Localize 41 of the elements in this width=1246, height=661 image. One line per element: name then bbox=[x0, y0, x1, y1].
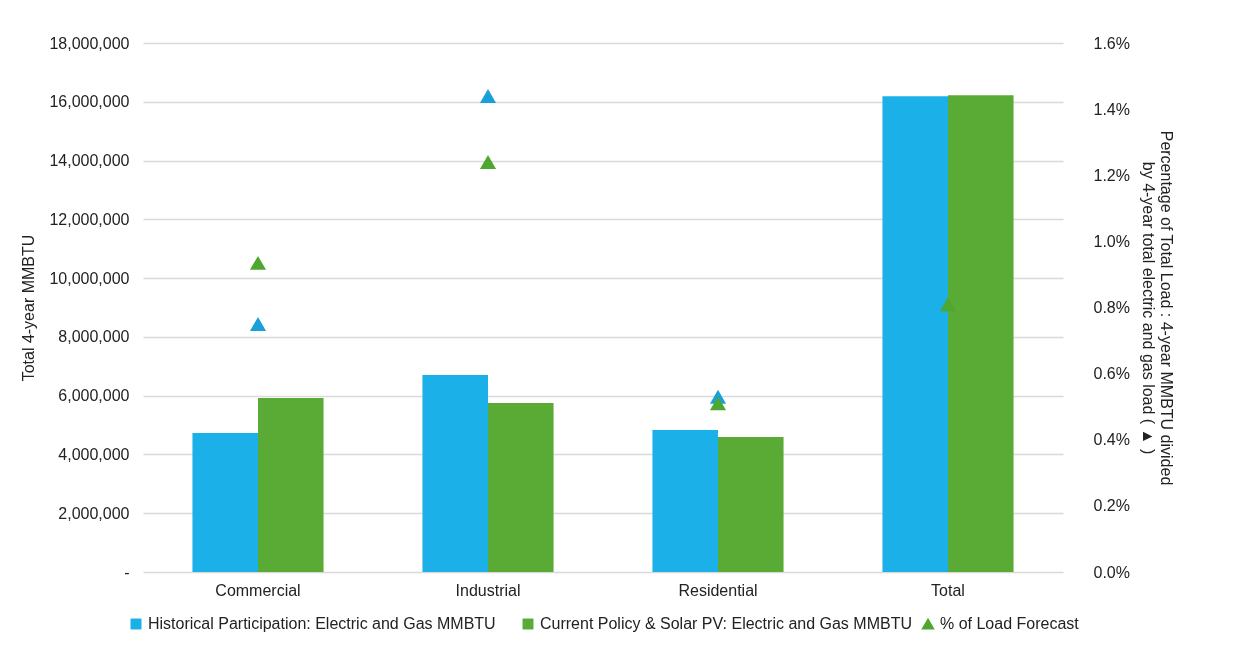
x-tick-label: Industrial bbox=[455, 581, 521, 599]
legend-label: Current Policy & Solar PV: Electric and Gas MMBTU bbox=[540, 615, 912, 632]
y-tick-label: 6,000,000 bbox=[58, 387, 130, 405]
x-tick-label: Residential bbox=[678, 581, 758, 599]
bar bbox=[882, 96, 948, 572]
y2-tick-label: 0.0% bbox=[1093, 563, 1130, 581]
y-tick-label: 8,000,000 bbox=[58, 328, 130, 346]
legend-label: Historical Participation: Electric and Gas MMBTU bbox=[148, 615, 496, 632]
bar bbox=[488, 403, 554, 572]
y-tick-label: 14,000,000 bbox=[49, 152, 130, 170]
point bbox=[249, 255, 267, 270]
point bbox=[709, 396, 727, 411]
point bbox=[249, 317, 267, 332]
y-tick-label: 12,000,000 bbox=[49, 210, 130, 228]
y2-tick-label: 0.6% bbox=[1093, 365, 1130, 383]
y2-tick-label: 0.2% bbox=[1093, 497, 1130, 515]
y2-tick-label: 1.6% bbox=[1093, 34, 1130, 52]
bar bbox=[718, 437, 784, 572]
y2-tick-label: 1.0% bbox=[1093, 232, 1130, 250]
y-axis-title: Total 4-year MMBTU bbox=[20, 234, 38, 382]
bar bbox=[652, 430, 718, 572]
x-tick-label: Total bbox=[931, 581, 965, 599]
point bbox=[479, 155, 497, 170]
y-tick-label: 2,000,000 bbox=[58, 504, 130, 522]
x-tick-label: Commercial bbox=[215, 581, 301, 599]
y-tick-label: 10,000,000 bbox=[49, 269, 130, 287]
point bbox=[939, 297, 957, 312]
y2-axis-title: Percentage of Total Load : 4-year MMBTU divided by 4-year total electric and gas load ( ▲ ) bbox=[1139, 130, 1175, 486]
legend-label: % of Load Forecast bbox=[940, 615, 1080, 632]
y2-tick-label: 1.2% bbox=[1093, 166, 1130, 184]
bar bbox=[258, 398, 324, 572]
y-tick-label: - bbox=[124, 563, 130, 581]
bar bbox=[192, 432, 258, 572]
y-tick-label: 18,000,000 bbox=[49, 34, 130, 52]
y-tick-label: 4,000,000 bbox=[58, 445, 130, 463]
bar bbox=[422, 375, 488, 572]
y-tick-label: 16,000,000 bbox=[49, 93, 130, 111]
y2-tick-label: 0.4% bbox=[1093, 431, 1130, 449]
point bbox=[479, 88, 497, 103]
y2-tick-label: 1.4% bbox=[1093, 100, 1130, 118]
y2-tick-label: 0.8% bbox=[1093, 299, 1130, 316]
